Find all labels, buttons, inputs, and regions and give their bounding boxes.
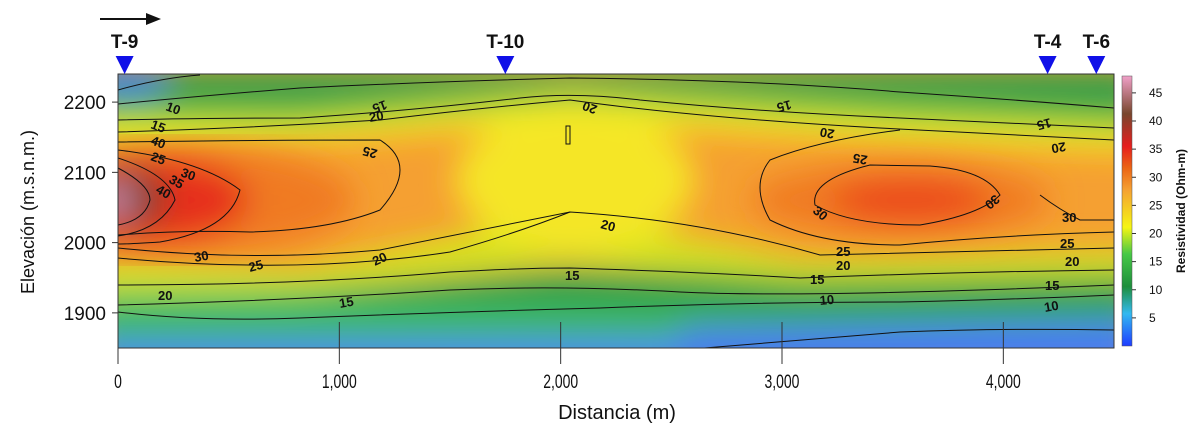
contour-label: 15 (370, 97, 389, 116)
colorbar-tick-label: 40 (1149, 114, 1163, 128)
well-label: T-10 (486, 32, 524, 53)
plot-frame (117, 73, 1115, 349)
contour-label: 30 (1062, 210, 1076, 225)
contour-label: 15 (1045, 278, 1059, 293)
contour-label: 20 (580, 98, 599, 117)
contour-label: 35 (167, 172, 187, 192)
contour-label: 15 (775, 97, 793, 115)
x-tick-label: 2,000 (543, 371, 578, 393)
colorbar-tick-label: 45 (1149, 86, 1163, 100)
colorbar-tick-label: 5 (1149, 311, 1156, 325)
colorbar-tick-label: 30 (1149, 170, 1163, 184)
y-tick-label: 2200 (64, 93, 106, 114)
contour-label: 25 (361, 143, 379, 161)
contour-label: 25 (247, 257, 265, 275)
contour-label-group: 10 15 15 20 20 15 20 15 20 40 25 30 40 3… (149, 97, 1079, 315)
x-axis: 0 1,000 2,000 3,000 4,000 (114, 322, 1021, 393)
well-marker (496, 56, 515, 74)
x-tick-label: 3,000 (765, 371, 800, 393)
contour-label: 30 (179, 165, 198, 184)
contour-label: 20 (370, 249, 389, 269)
contour-label: 15 (149, 117, 168, 136)
x-tick-label: 0 (114, 371, 122, 393)
direction-arrow-icon (100, 13, 161, 25)
contour-label: 20 (836, 258, 850, 273)
contour-label: 10 (164, 99, 183, 118)
contour-label: 30 (193, 248, 210, 265)
well-label: T-9 (111, 32, 138, 53)
resistivity-field (118, 74, 1114, 348)
well-label: T-4 (1034, 32, 1062, 53)
contour-lines (118, 74, 1114, 348)
well-label: T-6 (1083, 32, 1110, 53)
y-tick-label: 2000 (64, 234, 106, 255)
colorbar-tick-label: 10 (1149, 283, 1163, 297)
contour-label: 20 (1065, 254, 1079, 269)
y-axis: 1900 2000 2100 2200 (64, 93, 118, 325)
contour-label: 20 (368, 108, 385, 125)
x-tick-label: 4,000 (986, 371, 1021, 393)
colorbar-tick-label: 35 (1149, 142, 1163, 156)
contour-label: 15 (338, 294, 355, 311)
colorbar-tick-label: 15 (1149, 255, 1163, 269)
well-marker (1087, 56, 1106, 74)
contour-label: 20 (1050, 139, 1067, 156)
contour-label: 40 (154, 182, 174, 202)
contour-label: 20 (599, 216, 617, 234)
contour-label: 25 (852, 151, 869, 168)
contour-label: 40 (149, 133, 168, 152)
y-axis-label: Elevación (m.s.n.m.) (18, 130, 38, 294)
contour-label: 15 (565, 268, 579, 283)
colorbar-tick-label: 25 (1149, 198, 1163, 212)
contour-label: 20 (158, 288, 172, 303)
contour-label: 10 (1043, 298, 1060, 315)
well-markers: T-9 T-10 T-4 T-6 (111, 32, 1110, 74)
well-marker (115, 56, 134, 74)
colorbar-tick-label: 20 (1149, 227, 1163, 241)
contour-label: 25 (1060, 236, 1074, 251)
contour-label: 25 (149, 149, 168, 168)
contour-label: 10 (819, 292, 835, 308)
x-axis-label: Distancia (m) (558, 402, 676, 424)
contour-label: 15 (1035, 115, 1053, 133)
colorbar: 5 10 15 20 25 30 35 40 45 (1121, 75, 1163, 347)
well-marker (1038, 56, 1057, 74)
y-tick-label: 2100 (64, 163, 106, 184)
y-tick-label: 1900 (64, 304, 106, 325)
colorbar-gradient (1121, 75, 1133, 347)
contour-label: 25 (836, 244, 850, 259)
x-tick-label: 1,000 (322, 371, 357, 393)
contour-label: 20 (819, 125, 836, 142)
contour-label: 15 (810, 272, 824, 287)
colorbar-label: Resistividad (Ohm-m) (1174, 149, 1188, 273)
